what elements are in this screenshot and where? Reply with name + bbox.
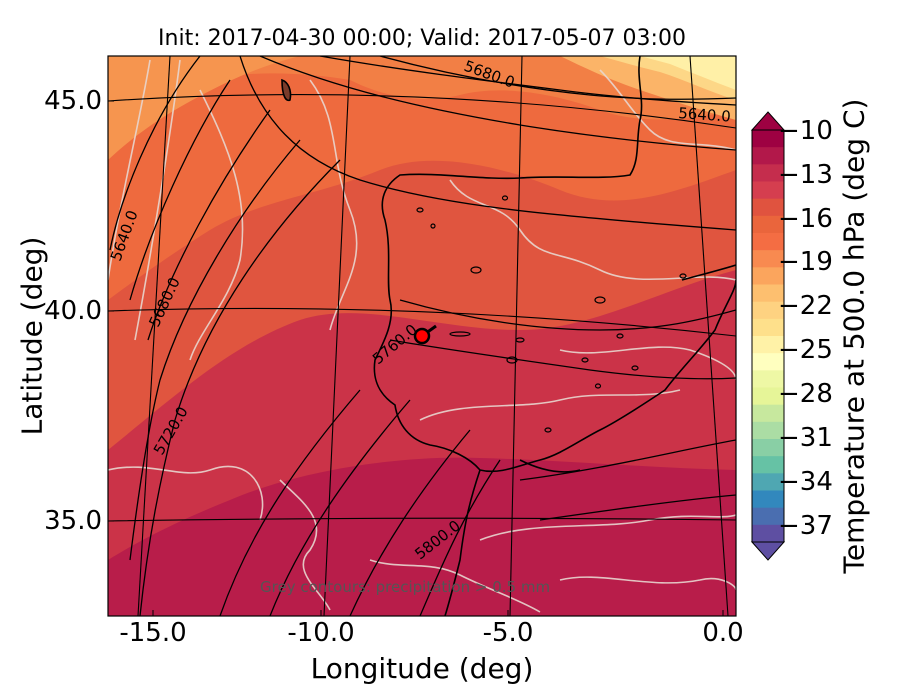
x-tick-label: -15.0: [119, 618, 187, 648]
graticule: [108, 56, 736, 616]
colorbar-band: [752, 439, 784, 457]
x-tick-label: -10.0: [287, 618, 355, 648]
temp-band: [108, 56, 736, 140]
x-tick-label: 0.0: [702, 618, 744, 648]
location-marker: [413, 327, 431, 345]
lakes: [416, 195, 687, 433]
colorbar-band: [752, 181, 784, 200]
colorbar-band: [752, 215, 784, 234]
colorbar-band: [752, 387, 784, 406]
colorbar-band: [752, 164, 784, 183]
colorbar-band: [752, 233, 784, 251]
colorbar-label: Temperature at 500.0 hPa (deg C): [837, 98, 871, 574]
colorbar-band: [752, 267, 784, 286]
colorbar-band: [752, 473, 784, 492]
colorbar-tick-label: −37: [778, 511, 833, 541]
colorbar-tick-label: −19: [778, 247, 833, 277]
y-axis-label: Latitude (deg): [15, 236, 49, 436]
colorbar-tick-label: −31: [778, 423, 833, 453]
colorbar-tick-label: −10: [778, 116, 833, 146]
colorbar-tick-label: −22: [778, 291, 833, 321]
colorbar-band: [752, 284, 784, 303]
precipitation-note: Grey contours: precipitation > 0.5 mm: [260, 578, 551, 596]
colorbar-band: [752, 318, 784, 337]
y-tick-label: 40.0: [44, 296, 102, 326]
colorbar-band: [752, 250, 784, 268]
colorbar-extend-bottom: [750, 541, 786, 561]
colorbar-band: [752, 301, 784, 320]
temp-band: [108, 56, 300, 160]
x-axis-label: Longitude (deg): [310, 652, 534, 685]
colorbar-band: [752, 490, 784, 509]
colorbar-band: [752, 147, 784, 165]
colorbar-band: [752, 404, 784, 423]
colorbar-band: [752, 507, 784, 526]
map-frame: [107, 55, 737, 617]
colorbar-tick-label: −25: [778, 335, 833, 365]
map-panel: 5680.0 5640.0 5640.0 5680.0 5760.0 5720.…: [108, 56, 736, 616]
contour-label: 5640.0: [678, 104, 732, 126]
colorbar-band: [752, 353, 784, 371]
coastline: [281, 56, 736, 616]
colorbar-tick-label: −28: [778, 379, 833, 409]
meridian-10: [323, 56, 351, 616]
y-tick-label: 45.0: [44, 86, 102, 116]
y-tick-label: 35.0: [44, 506, 102, 536]
meridian-15: [137, 56, 171, 616]
parallel-45: [108, 94, 736, 129]
colorbar-tick-label: −34: [778, 467, 833, 497]
colorbar: [750, 111, 786, 561]
colorbar-band: [752, 130, 784, 148]
y-tick-marks: [108, 100, 114, 522]
parallel-40: [108, 307, 736, 337]
meridian-0: [689, 56, 729, 616]
colorbar-frame: [751, 129, 785, 543]
colorbar-band: [752, 456, 784, 474]
x-tick-label: -5.0: [482, 618, 534, 648]
parallel-35: [108, 517, 736, 522]
figure-title: Init: 2017-04-30 00:00; Valid: 2017-05-0…: [158, 26, 686, 51]
x-tick-marks: [152, 610, 724, 616]
colorbar-band: [752, 370, 784, 389]
colorbar-band: [752, 421, 784, 440]
colorbar-band: [752, 336, 784, 354]
colorbar-tick-label: −13: [778, 160, 833, 190]
temp-band: [640, 56, 736, 90]
colorbar-band: [752, 524, 784, 543]
colorbar-tick-label: −16: [778, 204, 833, 234]
meridian-5: [509, 56, 523, 616]
colorbar-band: [752, 198, 784, 217]
geopotential-contours: [109, 56, 736, 616]
colorbar-bands: [752, 130, 784, 543]
